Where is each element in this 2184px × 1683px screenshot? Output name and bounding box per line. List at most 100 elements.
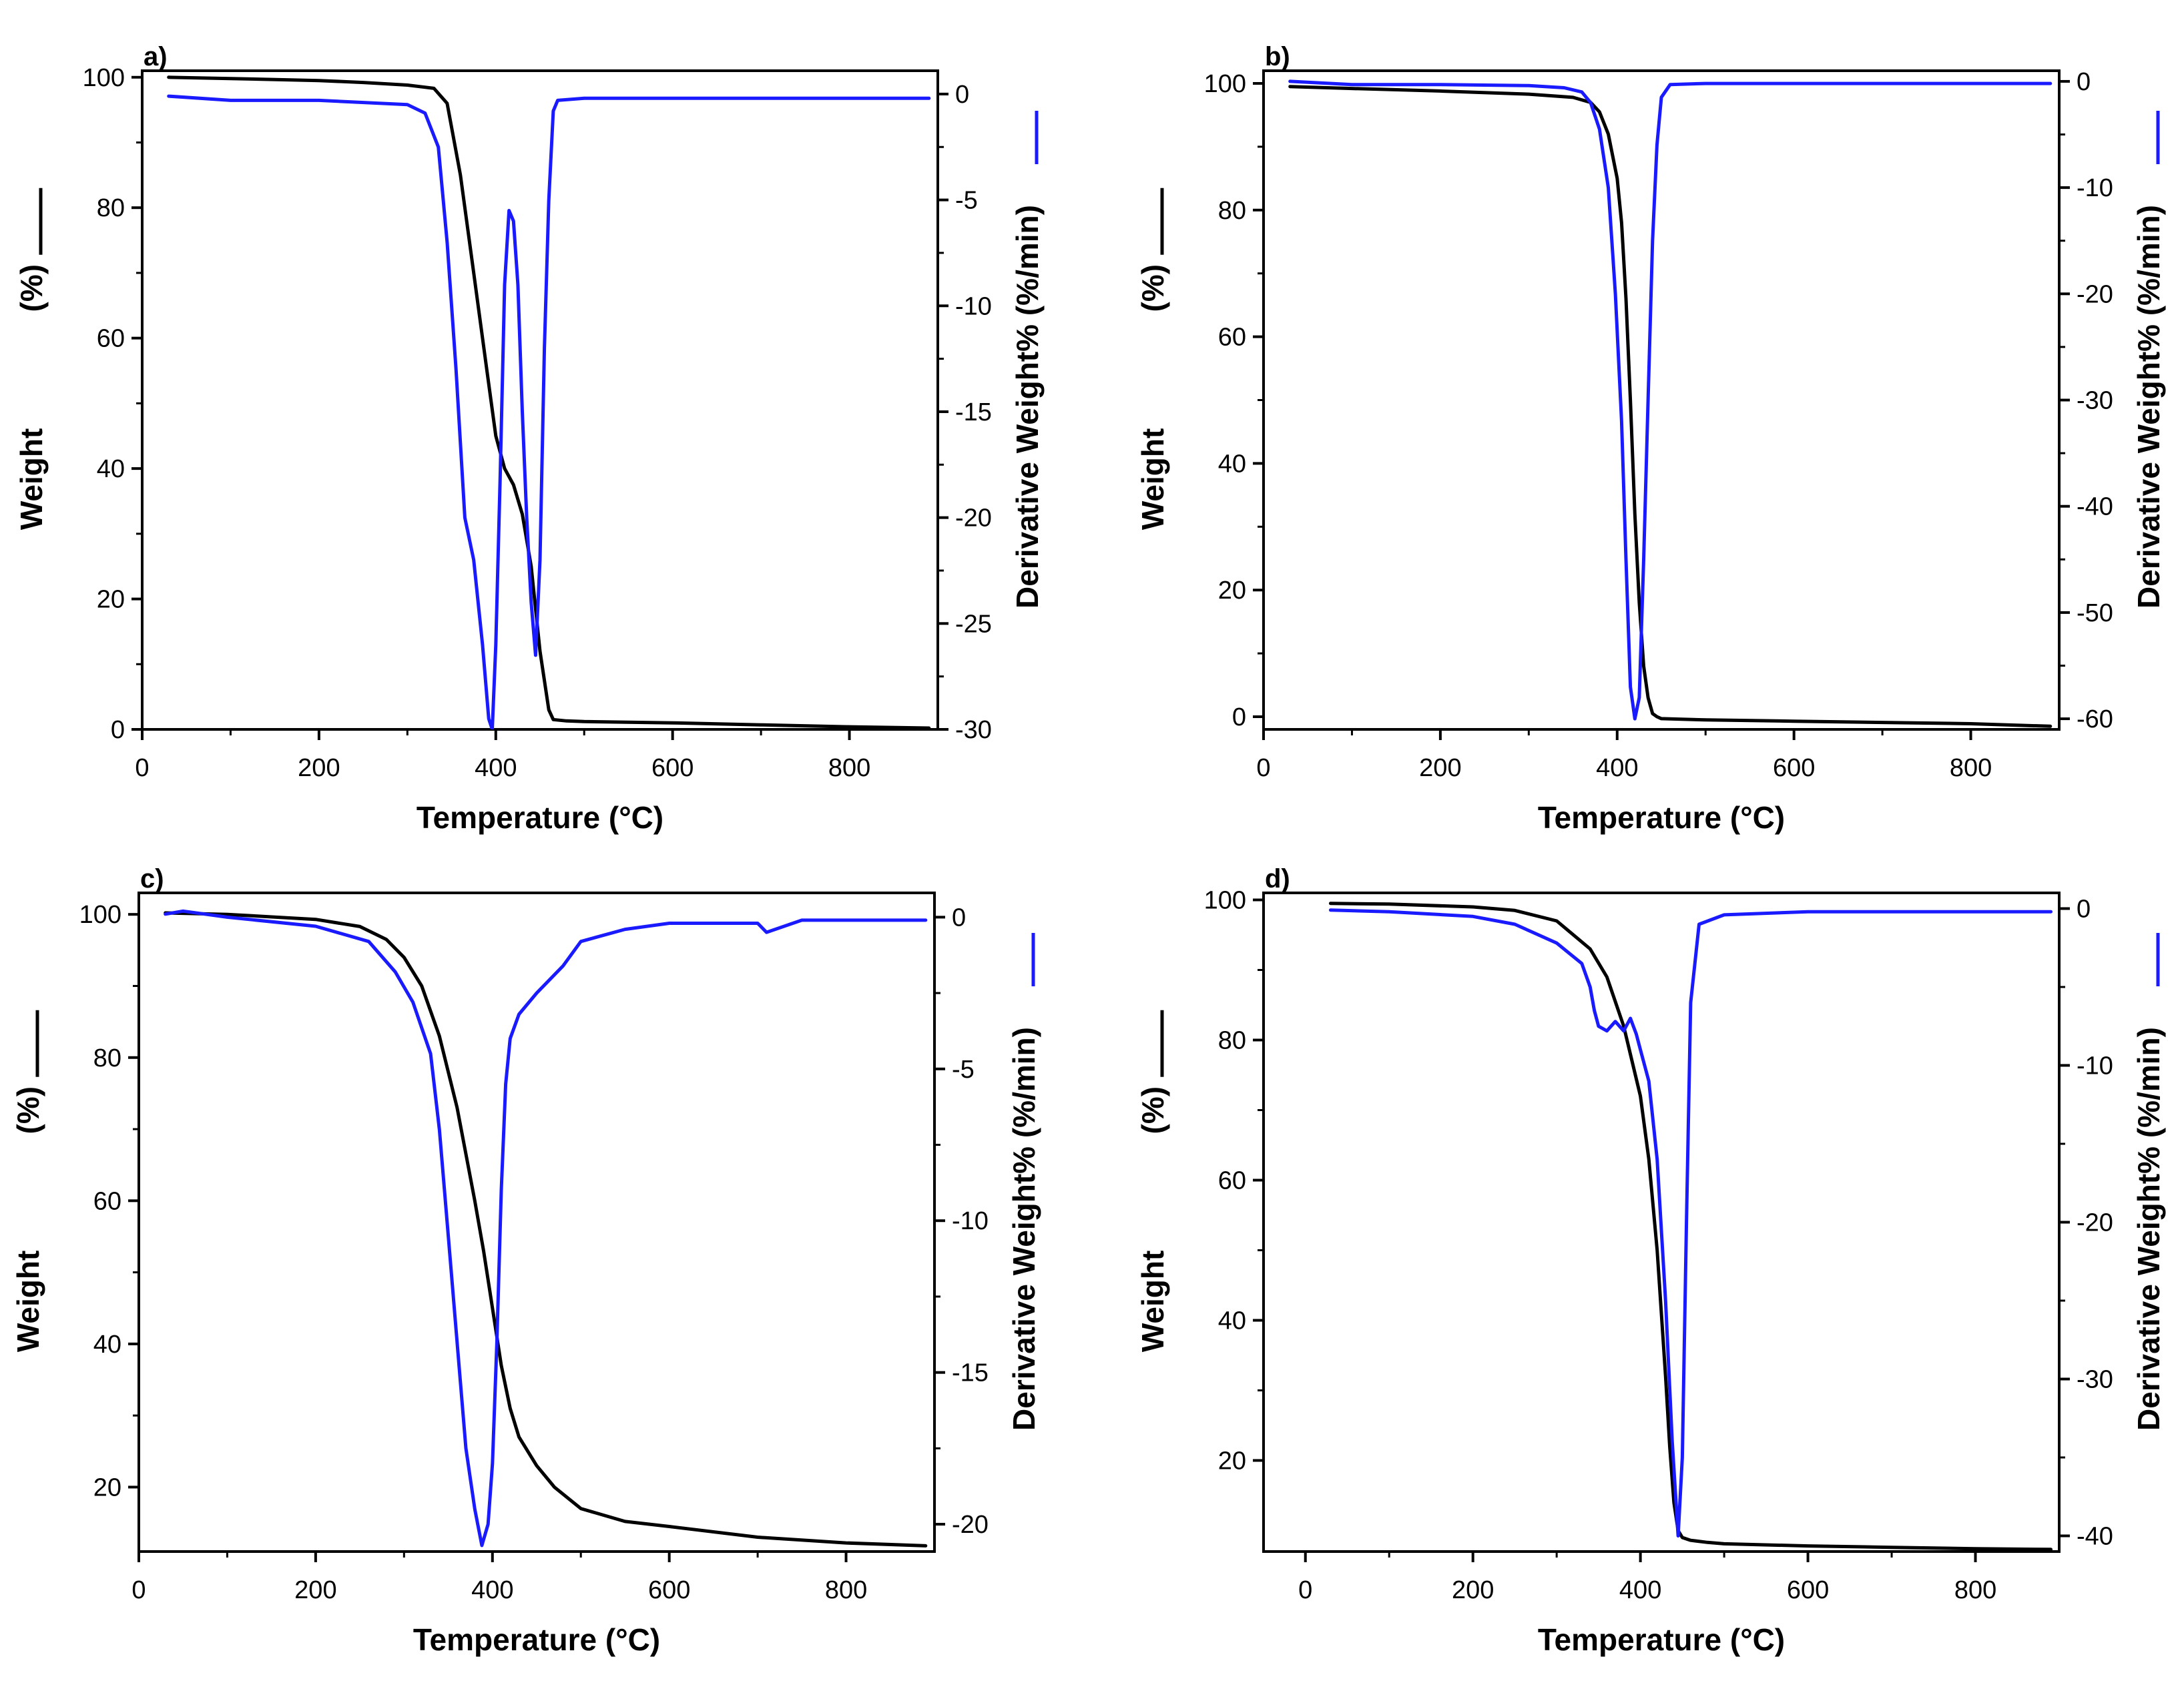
y-left-tick-label: 0: [111, 716, 125, 744]
plot-frame: [141, 69, 939, 731]
derivative-curve: [1328, 908, 2053, 1538]
y-left-tick-label: 60: [1218, 1167, 1246, 1195]
x-tick-label: 600: [651, 754, 694, 782]
y-right-tick-label: -60: [2077, 705, 2113, 733]
weight-curve: [1288, 85, 2053, 728]
y-right-axis-label: Derivative Weight% (%/min): [1007, 1027, 1041, 1431]
y-left-tick-label: 60: [1218, 324, 1246, 352]
x-tick-label: 0: [1256, 754, 1270, 782]
x-tick-label: 0: [1298, 1576, 1312, 1604]
y-right-tick-label: -5: [955, 187, 978, 215]
x-tick-label: 200: [294, 1576, 336, 1604]
y-left-tick-label: 20: [97, 586, 125, 614]
plot-frame: [1262, 69, 2061, 731]
y-left-tick-label: 40: [97, 455, 125, 483]
y-right-tick-label: -10: [2077, 1052, 2113, 1080]
y-left-tick-label: 20: [1218, 577, 1246, 605]
y-left-tick-label: 60: [93, 1187, 121, 1215]
y-right-tick-label: -20: [955, 504, 992, 533]
y-left-tick-label: 0: [1232, 703, 1246, 731]
weight-curve: [167, 75, 931, 729]
y-left-tick-label: 20: [1218, 1447, 1246, 1475]
derivative-curve: [164, 909, 928, 1548]
y-left-tick-label: 20: [93, 1473, 121, 1501]
y-right-tick-label: -30: [955, 716, 992, 744]
x-axis-label: Temperature (°C): [417, 800, 663, 835]
panel-label: a): [144, 42, 168, 71]
x-tick-label: 400: [471, 1576, 513, 1604]
y-right-tick-label: -30: [2077, 387, 2113, 415]
y-right-axis-label: Derivative Weight% (%/min): [2131, 205, 2166, 609]
y-left-tick-label: 80: [1218, 1027, 1246, 1055]
x-tick-label: 800: [1950, 754, 1992, 782]
y-right-tick-label: -10: [2077, 174, 2113, 202]
y-right-tick-label: 0: [955, 81, 969, 109]
y-right-tick-label: -10: [952, 1207, 989, 1235]
y-right-tick-label: -25: [955, 610, 992, 638]
x-tick-label: 200: [298, 754, 340, 782]
x-tick-label: 600: [1773, 754, 1815, 782]
y-right-tick-label: -15: [952, 1359, 989, 1387]
y-left-axis-unit: (%): [1135, 1086, 1170, 1134]
x-axis-label: Temperature (°C): [413, 1622, 660, 1657]
panel-a: 0 200 400 600 800 0 20 40 60 80 100 0 -5 -10 -15 -20 -25…: [14, 42, 1045, 835]
y-right-tick-label: -20: [2077, 280, 2113, 308]
y-left-axis-unit: (%): [14, 264, 49, 312]
y-left-tick-label: 100: [83, 64, 125, 92]
x-tick-label: 200: [1419, 754, 1461, 782]
x-tick-label: 200: [1452, 1576, 1494, 1604]
y-right-tick-label: -50: [2077, 599, 2113, 627]
y-left-tick-label: 100: [79, 901, 121, 929]
y-right-tick-label: 0: [2077, 68, 2091, 96]
x-tick-label: 800: [828, 754, 870, 782]
x-tick-label: 600: [648, 1576, 690, 1604]
y-right-tick-label: 0: [2077, 896, 2091, 924]
derivative-curve: [167, 94, 931, 729]
x-tick-label: 800: [825, 1576, 867, 1604]
x-axis-label: Temperature (°C): [1538, 1622, 1785, 1657]
panel-b: 0 200 400 600 800 0 20 40 60 80 100 0 -10 -20 -30 -40 -5…: [1135, 42, 2166, 835]
x-axis-label: Temperature (°C): [1538, 800, 1785, 835]
y-left-tick-label: 60: [97, 325, 125, 353]
y-left-tick-label: 100: [1204, 70, 1246, 98]
panel-c: 0 200 400 600 800 20 40 60 80 100 0 -5 -10 -15 -20 c) Te…: [11, 864, 1041, 1657]
panel-label: b): [1265, 42, 1290, 71]
y-left-axis-unit: (%): [1135, 264, 1170, 312]
y-right-axis-label: Derivative Weight% (%/min): [1010, 205, 1045, 609]
y-left-tick-label: 80: [97, 194, 125, 222]
y-right-tick-label: 0: [952, 904, 966, 932]
y-left-axis-label: Weight: [1135, 428, 1170, 530]
panel-label: c): [140, 864, 164, 894]
y-right-tick-label: -20: [952, 1511, 989, 1539]
y-right-tick-label: -15: [955, 398, 992, 426]
x-tick-label: 800: [1954, 1576, 1996, 1604]
x-tick-label: 400: [475, 754, 517, 782]
derivative-curve: [1288, 79, 2053, 721]
y-left-axis-label: Weight: [14, 428, 49, 530]
y-left-tick-label: 40: [93, 1331, 121, 1359]
y-left-axis-label: Weight: [11, 1251, 45, 1352]
y-right-tick-label: -30: [2077, 1366, 2113, 1394]
y-right-tick-label: -10: [955, 292, 992, 320]
y-right-tick-label: -40: [2077, 493, 2113, 521]
y-left-tick-label: 40: [1218, 450, 1246, 478]
y-right-axis-label: Derivative Weight% (%/min): [2131, 1027, 2166, 1431]
y-right-tick-label: -20: [2077, 1209, 2113, 1237]
y-left-tick-label: 80: [93, 1044, 121, 1072]
x-tick-label: 400: [1619, 1576, 1661, 1604]
weight-curve: [164, 911, 928, 1548]
y-right-tick-label: -5: [952, 1056, 975, 1084]
y-right-tick-label: -40: [2077, 1523, 2113, 1551]
y-left-tick-label: 100: [1204, 887, 1246, 915]
y-left-tick-label: 80: [1218, 197, 1246, 225]
weight-curve: [1328, 902, 2053, 1552]
x-tick-label: 0: [135, 754, 149, 782]
x-tick-label: 0: [131, 1576, 146, 1604]
y-left-axis-label: Weight: [1135, 1251, 1170, 1352]
y-left-tick-label: 40: [1218, 1307, 1246, 1335]
panel-d: 0 200 400 600 800 20 40 60 80 100 0 -10 -20 -30 -40 d) T…: [1135, 864, 2166, 1657]
x-tick-label: 600: [1787, 1576, 1829, 1604]
x-tick-label: 400: [1596, 754, 1638, 782]
y-left-axis-unit: (%): [11, 1086, 45, 1134]
